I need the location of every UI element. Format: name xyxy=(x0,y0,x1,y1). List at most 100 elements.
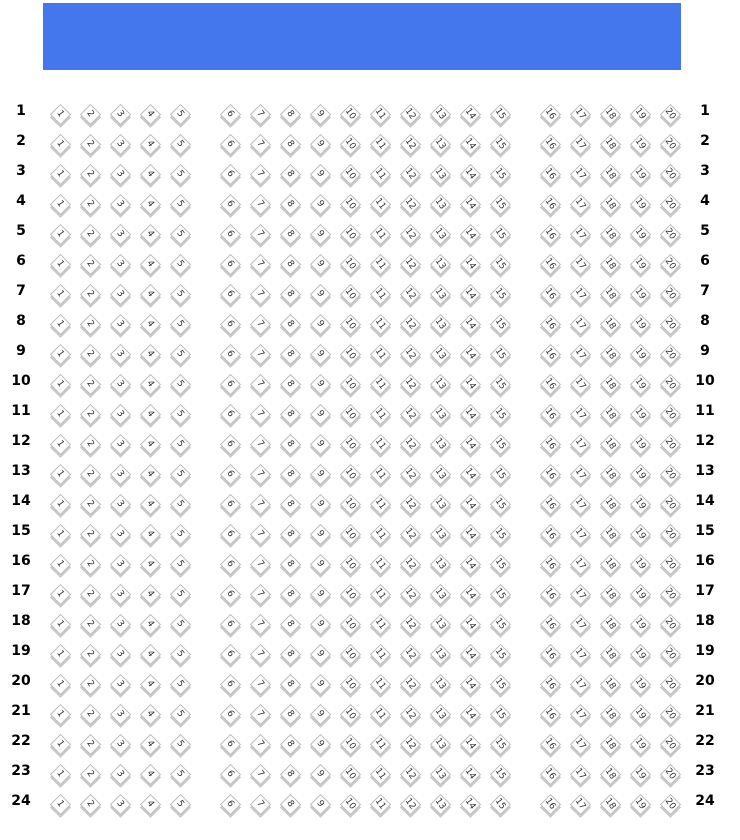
seat[interactable]: 4 xyxy=(139,223,162,246)
seat[interactable]: 8 xyxy=(279,403,302,426)
seat[interactable]: 19 xyxy=(629,433,652,456)
seat[interactable]: 10 xyxy=(339,793,362,816)
seat[interactable]: 15 xyxy=(489,433,512,456)
seat[interactable]: 9 xyxy=(309,223,332,246)
seat[interactable]: 20 xyxy=(659,223,682,246)
seat[interactable]: 6 xyxy=(219,493,242,516)
seat[interactable]: 13 xyxy=(429,463,452,486)
seat[interactable]: 19 xyxy=(629,403,652,426)
seat[interactable]: 10 xyxy=(339,523,362,546)
seat[interactable]: 8 xyxy=(279,643,302,666)
seat[interactable]: 6 xyxy=(219,703,242,726)
seat[interactable]: 16 xyxy=(539,523,562,546)
seat[interactable]: 17 xyxy=(569,223,592,246)
seat[interactable]: 16 xyxy=(539,133,562,156)
seat[interactable]: 14 xyxy=(459,673,482,696)
seat[interactable]: 10 xyxy=(339,103,362,126)
seat[interactable]: 18 xyxy=(599,523,622,546)
seat[interactable]: 7 xyxy=(249,553,272,576)
seat[interactable]: 18 xyxy=(599,253,622,276)
seat[interactable]: 20 xyxy=(659,313,682,336)
seat[interactable]: 8 xyxy=(279,463,302,486)
seat[interactable]: 19 xyxy=(629,583,652,606)
seat[interactable]: 15 xyxy=(489,223,512,246)
seat[interactable]: 6 xyxy=(219,793,242,816)
seat[interactable]: 11 xyxy=(369,613,392,636)
seat[interactable]: 20 xyxy=(659,613,682,636)
seat[interactable]: 14 xyxy=(459,553,482,576)
seat[interactable]: 11 xyxy=(369,733,392,756)
seat[interactable]: 7 xyxy=(249,763,272,786)
seat[interactable]: 6 xyxy=(219,343,242,366)
seat[interactable]: 5 xyxy=(169,193,192,216)
seat[interactable]: 8 xyxy=(279,283,302,306)
seat[interactable]: 6 xyxy=(219,763,242,786)
seat[interactable]: 12 xyxy=(399,433,422,456)
seat[interactable]: 5 xyxy=(169,523,192,546)
seat[interactable]: 20 xyxy=(659,733,682,756)
seat[interactable]: 6 xyxy=(219,223,242,246)
seat[interactable]: 17 xyxy=(569,103,592,126)
seat[interactable]: 11 xyxy=(369,313,392,336)
seat[interactable]: 13 xyxy=(429,253,452,276)
seat[interactable]: 6 xyxy=(219,583,242,606)
seat[interactable]: 14 xyxy=(459,463,482,486)
seat[interactable]: 2 xyxy=(79,373,102,396)
seat[interactable]: 4 xyxy=(139,763,162,786)
seat[interactable]: 12 xyxy=(399,733,422,756)
seat[interactable]: 6 xyxy=(219,433,242,456)
seat[interactable]: 6 xyxy=(219,103,242,126)
seat[interactable]: 1 xyxy=(49,253,72,276)
seat[interactable]: 8 xyxy=(279,373,302,396)
seat[interactable]: 12 xyxy=(399,283,422,306)
seat[interactable]: 2 xyxy=(79,553,102,576)
seat[interactable]: 7 xyxy=(249,673,272,696)
seat[interactable]: 11 xyxy=(369,673,392,696)
seat[interactable]: 3 xyxy=(109,463,132,486)
seat[interactable]: 2 xyxy=(79,673,102,696)
seat[interactable]: 9 xyxy=(309,733,332,756)
seat[interactable]: 4 xyxy=(139,283,162,306)
seat[interactable]: 17 xyxy=(569,463,592,486)
seat[interactable]: 15 xyxy=(489,763,512,786)
seat[interactable]: 4 xyxy=(139,433,162,456)
seat[interactable]: 18 xyxy=(599,373,622,396)
seat[interactable]: 12 xyxy=(399,553,422,576)
seat[interactable]: 2 xyxy=(79,613,102,636)
seat[interactable]: 1 xyxy=(49,673,72,696)
seat[interactable]: 10 xyxy=(339,223,362,246)
seat[interactable]: 7 xyxy=(249,793,272,816)
seat[interactable]: 13 xyxy=(429,193,452,216)
seat[interactable]: 12 xyxy=(399,133,422,156)
seat[interactable]: 4 xyxy=(139,553,162,576)
seat[interactable]: 19 xyxy=(629,283,652,306)
seat[interactable]: 2 xyxy=(79,223,102,246)
seat[interactable]: 16 xyxy=(539,253,562,276)
seat[interactable]: 3 xyxy=(109,643,132,666)
seat[interactable]: 20 xyxy=(659,343,682,366)
seat[interactable]: 11 xyxy=(369,643,392,666)
seat[interactable]: 9 xyxy=(309,463,332,486)
seat[interactable]: 7 xyxy=(249,493,272,516)
seat[interactable]: 8 xyxy=(279,163,302,186)
seat[interactable]: 14 xyxy=(459,763,482,786)
seat[interactable]: 19 xyxy=(629,673,652,696)
seat[interactable]: 11 xyxy=(369,463,392,486)
seat[interactable]: 20 xyxy=(659,403,682,426)
seat[interactable]: 20 xyxy=(659,793,682,816)
seat[interactable]: 7 xyxy=(249,283,272,306)
seat[interactable]: 3 xyxy=(109,613,132,636)
seat[interactable]: 4 xyxy=(139,133,162,156)
seat[interactable]: 17 xyxy=(569,253,592,276)
seat[interactable]: 5 xyxy=(169,163,192,186)
seat[interactable]: 8 xyxy=(279,703,302,726)
seat[interactable]: 18 xyxy=(599,283,622,306)
seat[interactable]: 9 xyxy=(309,673,332,696)
seat[interactable]: 17 xyxy=(569,193,592,216)
seat[interactable]: 1 xyxy=(49,793,72,816)
seat[interactable]: 5 xyxy=(169,223,192,246)
seat[interactable]: 20 xyxy=(659,523,682,546)
seat[interactable]: 14 xyxy=(459,223,482,246)
seat[interactable]: 15 xyxy=(489,463,512,486)
seat[interactable]: 17 xyxy=(569,373,592,396)
